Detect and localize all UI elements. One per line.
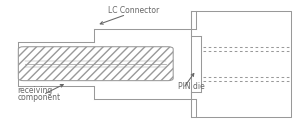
Text: receiving: receiving [18, 86, 53, 95]
Text: LC Connector: LC Connector [108, 6, 160, 15]
FancyBboxPatch shape [18, 47, 173, 81]
Text: PIN die: PIN die [178, 82, 205, 91]
Text: component: component [18, 93, 61, 102]
